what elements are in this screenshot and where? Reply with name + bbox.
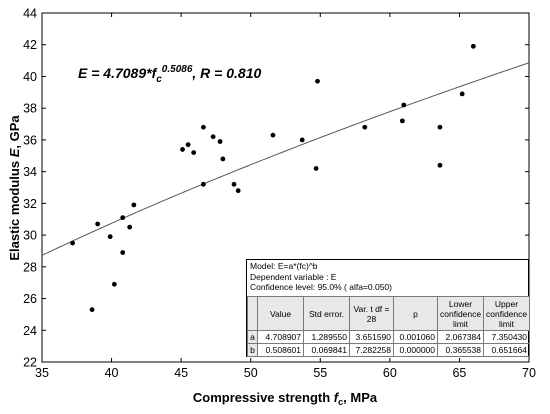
- data-point: [89, 307, 95, 313]
- fit-equation: E = 4.7089*fc0.5086, R = 0.810: [78, 64, 261, 85]
- data-point: [399, 118, 405, 124]
- data-point: [362, 124, 368, 130]
- column-header: Value: [257, 296, 304, 331]
- data-point: [111, 281, 117, 287]
- table-cell: 4.708907: [257, 330, 304, 344]
- data-point: [210, 134, 216, 140]
- data-point: [437, 162, 443, 168]
- data-point: [401, 102, 407, 108]
- y-tick-label: 42: [23, 38, 37, 52]
- table-cell: 0.508601: [257, 343, 304, 357]
- data-point: [217, 139, 223, 144]
- data-point: [120, 215, 126, 221]
- data-point: [120, 250, 126, 255]
- table-cell: 0.365538: [437, 343, 484, 357]
- y-tick-label: 34: [23, 165, 37, 179]
- data-point: [127, 224, 133, 230]
- x-tick-label: 65: [452, 366, 466, 380]
- data-point: [180, 147, 185, 152]
- table-cell: 7.350430: [483, 330, 530, 344]
- axis-ticks: [41, 12, 530, 363]
- x-axis-label: Compressive strength fc, MPa: [193, 390, 378, 407]
- table-cell: 2.067384: [437, 330, 484, 344]
- data-point: [201, 181, 206, 187]
- table-cell: 7.282258: [349, 343, 394, 357]
- x-tick-label: 35: [35, 366, 49, 380]
- table-cell: 0.069841: [303, 343, 350, 357]
- table-corner-cell: [247, 296, 258, 331]
- data-point: [191, 150, 197, 156]
- y-tick-label: 44: [23, 7, 37, 21]
- table-cell: 0.651664: [483, 343, 530, 357]
- data-point: [231, 181, 237, 187]
- data-point: [470, 43, 476, 49]
- x-tick-label: 50: [244, 366, 258, 380]
- table-row: a 4.708907 1.289550 3.651590 0.001060 2.…: [247, 330, 530, 344]
- y-tick-label: 38: [23, 102, 37, 116]
- y-tick-label: 40: [23, 70, 37, 84]
- y-tick-label: 30: [23, 229, 37, 243]
- column-header: Lower confidence limit: [437, 296, 484, 331]
- x-tick-label: 55: [313, 366, 327, 380]
- y-tick-label: 24: [23, 324, 37, 338]
- y-tick-label: 36: [23, 133, 37, 147]
- table-row: b 0.508601 0.069841 7.282258 0.000000 0.…: [247, 343, 530, 357]
- y-tick-label: 26: [23, 292, 37, 306]
- confidence-line: Confidence level: 95.0% ( alfa=0.050): [250, 282, 392, 292]
- data-point: [95, 221, 101, 227]
- column-header: p: [393, 296, 438, 331]
- data-point: [131, 202, 137, 208]
- table-cell: 0.000000: [393, 343, 438, 357]
- column-header: Var. t df = 28: [349, 296, 394, 331]
- data-point: [220, 156, 226, 162]
- tick-labels: 35 40 45 50 55 60 65 70 22 24 26 28 30 32 34 36 38 40 42 44: [23, 7, 536, 381]
- data-point: [270, 132, 276, 138]
- table-cell: 1.289550: [303, 330, 350, 344]
- data-point: [299, 137, 305, 143]
- data-point: [235, 188, 241, 194]
- data-point: [437, 124, 443, 130]
- model-line: Model: E=a*(fc)^b: [250, 261, 318, 271]
- data-point: [315, 78, 320, 84]
- x-tick-label: 45: [174, 366, 188, 380]
- parameter-table: Value Std error. Var. t df = 28 p Lower …: [247, 296, 530, 357]
- data-points: [70, 43, 476, 313]
- table-cell: 3.651590: [349, 330, 394, 344]
- x-tick-label: 60: [383, 366, 397, 380]
- y-tick-label: 32: [23, 197, 37, 211]
- data-point: [107, 234, 113, 240]
- regression-stats-table: Model: E=a*(fc)^b Dependent variable : E…: [246, 259, 530, 357]
- y-tick-label: 22: [23, 356, 37, 370]
- column-header: Upper confidence limit: [483, 296, 530, 331]
- x-tick-label: 70: [522, 366, 536, 380]
- dependent-line: Dependent variable : E: [250, 271, 337, 282]
- row-label: a: [247, 330, 258, 344]
- y-tick-label: 28: [23, 260, 37, 274]
- model-info: Model: E=a*(fc)^b Dependent variable : E…: [247, 260, 528, 296]
- y-axis-label: Elastic modulus E, GPa: [7, 115, 22, 261]
- table-header-row: Value Std error. Var. t df = 28 p Lower …: [247, 296, 530, 331]
- column-header: Std error.: [303, 296, 350, 331]
- data-point: [70, 240, 76, 246]
- data-point: [201, 124, 206, 130]
- table-cell: 0.001060: [393, 330, 438, 344]
- data-point: [185, 142, 191, 148]
- row-label: b: [247, 343, 258, 357]
- data-point: [459, 91, 465, 97]
- data-point: [313, 166, 319, 171]
- x-tick-label: 40: [105, 366, 119, 380]
